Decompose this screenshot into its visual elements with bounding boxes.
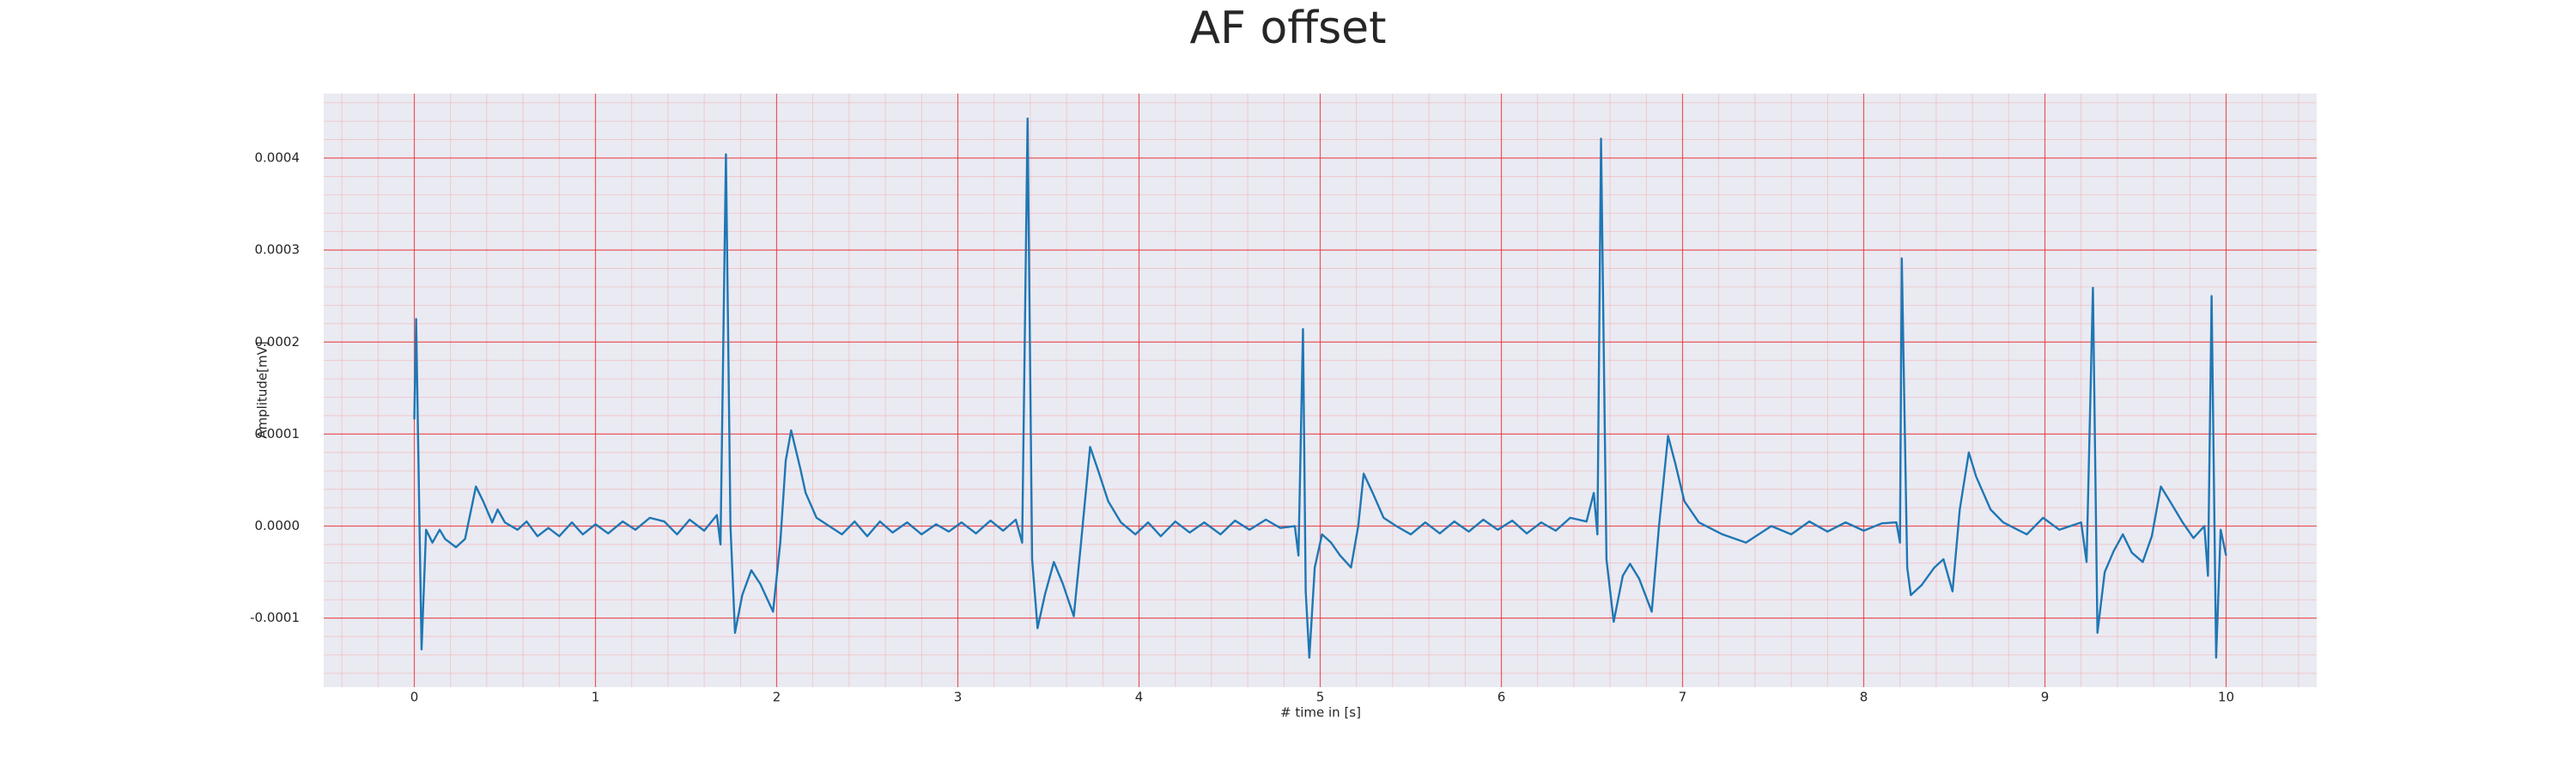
signal-line (413, 117, 2227, 659)
x-tick-label: 5 (1316, 690, 1325, 705)
y-tick-label: 0.0002 (255, 334, 301, 350)
y-tick-label: 0.0000 (255, 518, 301, 533)
x-axis-label: # time in [s] (1280, 705, 1361, 721)
x-tick-label: 9 (2041, 690, 2050, 705)
x-tick-label: 6 (1498, 690, 1506, 705)
y-tick-label: 0.0004 (255, 149, 301, 165)
x-tick-label: 3 (954, 690, 963, 705)
chart-title: AF offset (1189, 3, 1386, 54)
y-tick-label: 0.0003 (255, 242, 301, 258)
x-tick-label: 10 (2218, 690, 2234, 705)
x-tick-label: 1 (592, 690, 600, 705)
y-tick-label: -0.0001 (250, 610, 300, 625)
x-tick-label: 2 (773, 690, 781, 705)
y-tick-label: 0.0001 (255, 426, 301, 441)
x-tick-label: 0 (410, 690, 419, 705)
x-tick-label: 8 (1860, 690, 1868, 705)
x-tick-label: 4 (1135, 690, 1144, 705)
x-tick-label: 7 (1679, 690, 1687, 705)
y-axis-label: Amplitude[mV] (255, 341, 270, 438)
